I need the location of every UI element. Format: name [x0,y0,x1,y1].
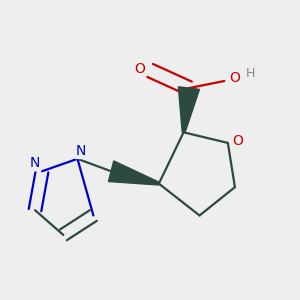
Text: O: O [232,134,243,148]
Polygon shape [178,87,200,133]
Text: O: O [229,71,240,85]
Polygon shape [108,161,159,185]
Text: H: H [246,67,256,80]
Text: O: O [135,62,146,76]
Text: N: N [30,156,40,170]
Text: N: N [76,144,86,158]
